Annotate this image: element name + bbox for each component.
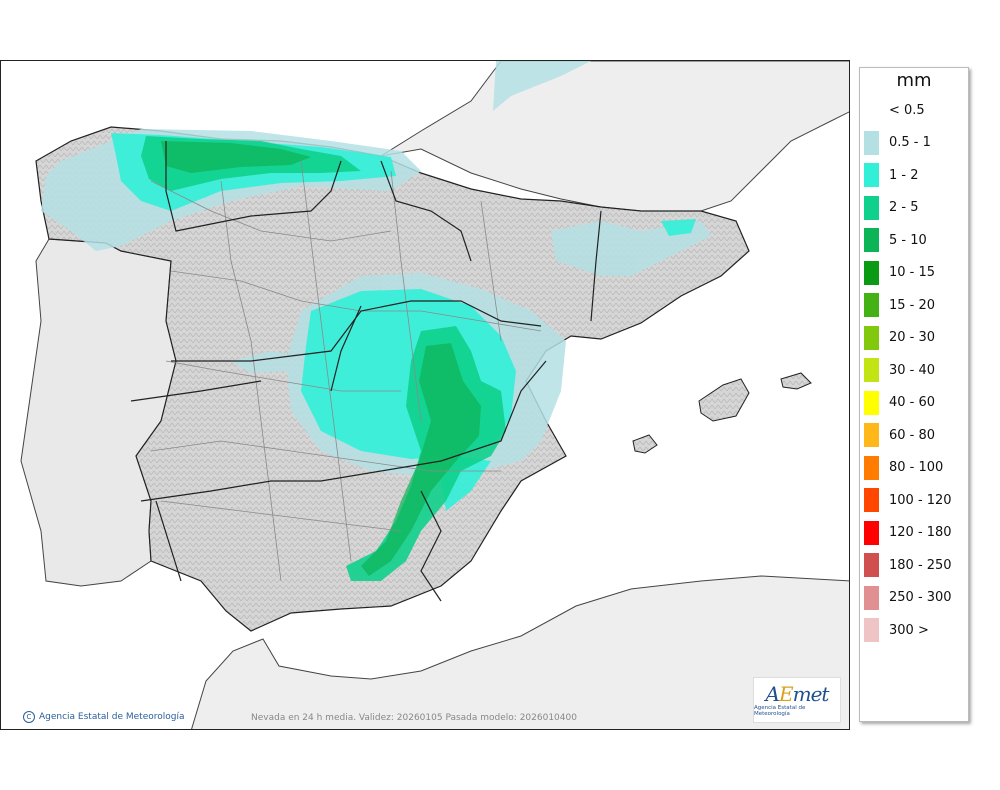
legend-label: 2 - 5	[889, 200, 919, 215]
legend-item: 30 - 40	[864, 358, 935, 382]
legend-swatch	[864, 423, 879, 447]
community-borders	[130, 141, 602, 602]
snowfall-map: C Agencia Estatal de Meteorología Nevada…	[0, 60, 850, 730]
legend-label: 180 - 250	[889, 557, 952, 573]
legend-swatch	[864, 358, 879, 382]
legend-swatch	[864, 130, 879, 155]
legend-item: 180 - 250	[864, 553, 952, 577]
legend-item: 40 - 60	[864, 390, 936, 415]
land-menorca	[780, 372, 812, 390]
legend-title: mm	[896, 70, 932, 91]
logo-mark: AEmet	[765, 682, 830, 706]
legend-item: 250 - 300	[864, 585, 952, 610]
legend-item: 80 - 100	[864, 455, 944, 480]
legend-label: 40 - 60	[889, 395, 936, 410]
legend-swatch	[864, 488, 879, 512]
legend-swatch	[864, 390, 879, 415]
legend-item: 20 - 30	[864, 325, 936, 350]
legend-label: 15 - 20	[889, 297, 936, 313]
legend-label: 60 - 80	[889, 427, 936, 443]
region-borders	[150, 160, 542, 582]
legend-item: 120 - 180	[864, 520, 952, 545]
legend-item: 15 - 20	[864, 293, 935, 317]
legend-label: 0.5 - 1	[889, 135, 931, 150]
legend-label: 1 - 2	[889, 167, 919, 183]
legend-swatch	[864, 293, 879, 317]
legend-item: 60 - 80	[864, 423, 935, 447]
map-caption: Nevada en 24 h media. Validez: 20260105 …	[251, 713, 577, 723]
legend-label: 100 - 120	[889, 492, 952, 508]
legend-label: 5 - 10	[889, 232, 927, 248]
legend-label: 120 - 180	[889, 525, 952, 540]
legend-item: 1 - 2	[864, 163, 919, 187]
legend-label: 80 - 100	[889, 460, 944, 475]
legend-item: 0.5 - 1	[864, 130, 931, 155]
legend-swatch	[864, 520, 879, 545]
legend-label: 20 - 30	[889, 330, 936, 345]
land-mallorca	[698, 378, 750, 422]
legend-swatch	[864, 228, 879, 252]
legend-item: 10 - 15	[864, 260, 936, 285]
logo-subtext: Agencia Estatal de Meteorología	[754, 705, 806, 717]
legend-swatch	[864, 553, 879, 577]
legend-item: 100 - 120	[864, 488, 952, 512]
aemet-logo: AEmet Agencia Estatal de Meteorología	[753, 677, 841, 723]
legend: mm < 0.5 0.5 - 1 1 - 2 2 - 5 5 - 10 10 - 15 15…	[859, 67, 969, 722]
legend-label: 10 - 15	[889, 265, 936, 280]
legend-swatch	[864, 195, 879, 220]
legend-item: 300 >	[864, 618, 929, 642]
legend-label: < 0.5	[889, 102, 925, 118]
land-africa	[191, 575, 849, 729]
legend-swatch	[864, 163, 879, 187]
legend-item: < 0.5	[864, 98, 925, 122]
legend-swatch	[864, 618, 879, 642]
land-ibiza	[632, 434, 658, 454]
legend-item: 5 - 10	[864, 228, 927, 252]
legend-label: 300 >	[889, 622, 929, 638]
legend-swatch	[864, 98, 879, 122]
legend-swatch	[864, 585, 879, 610]
legend-swatch	[864, 260, 879, 285]
credit-text: Agencia Estatal de Meteorología	[39, 712, 185, 722]
legend-item: 2 - 5	[864, 195, 919, 220]
legend-label: 30 - 40	[889, 362, 936, 378]
snow-5-10	[161, 141, 481, 576]
copyright-icon: C	[23, 711, 35, 723]
legend-swatch	[864, 325, 879, 350]
map-canvas	[1, 61, 849, 729]
agency-credit: C Agencia Estatal de Meteorología	[23, 711, 185, 723]
legend-label: 250 - 300	[889, 590, 952, 605]
legend-swatch	[864, 455, 879, 480]
